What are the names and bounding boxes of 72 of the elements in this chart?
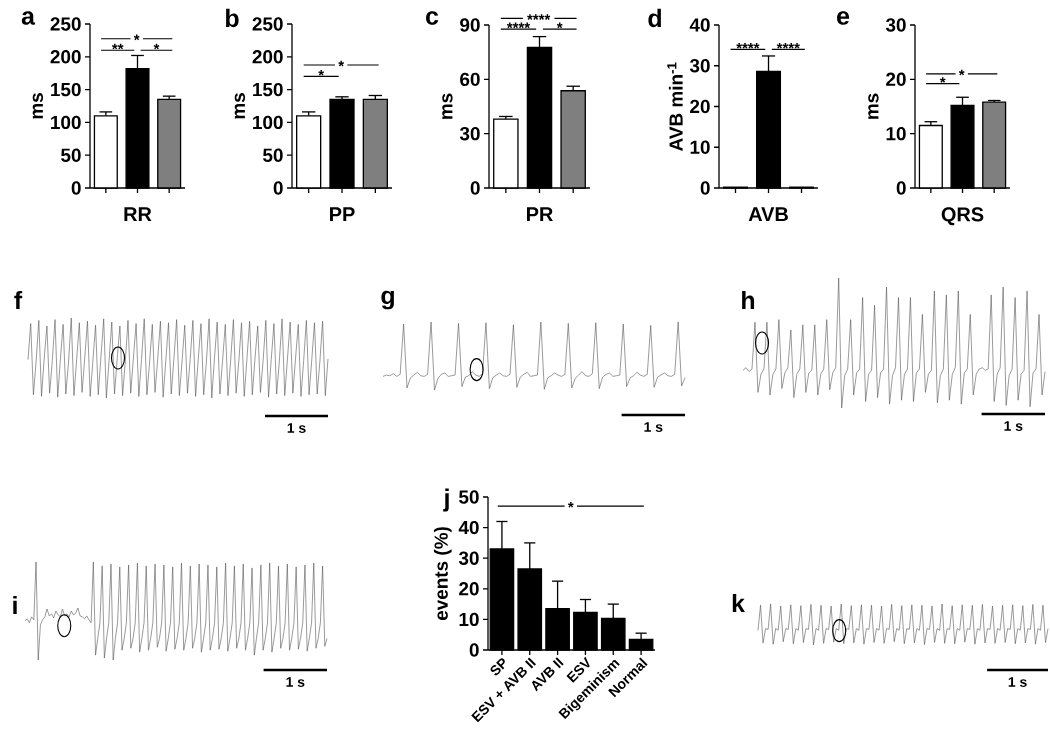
chart-title: a xyxy=(21,11,36,25)
text: 1 s xyxy=(1008,677,1027,687)
y-tick-label: 250 xyxy=(252,17,283,31)
y-tick-label: 200 xyxy=(252,50,283,64)
chart-title: d xyxy=(648,8,661,28)
chart-title: k xyxy=(732,593,745,613)
y-tick-label: 200 xyxy=(50,50,81,64)
annotation: * xyxy=(153,43,160,50)
x-tick-label: SP xyxy=(490,658,505,676)
x-axis-title: PP xyxy=(330,207,355,222)
y-tick-label: 30 xyxy=(459,126,480,141)
y-tick-label: 100 xyxy=(253,115,283,130)
y-tick-label: 20 xyxy=(886,72,906,87)
y-tick-label: 90 xyxy=(460,18,480,32)
chart-title: g xyxy=(381,290,394,310)
annotation: * xyxy=(567,502,574,508)
y-axis-title: ms xyxy=(32,93,44,119)
y-tick-label: 100 xyxy=(51,115,81,130)
y-tick-label: 0 xyxy=(469,643,479,657)
y-tick-label: 0 xyxy=(896,181,906,195)
y-tick-label: 0 xyxy=(273,181,283,195)
y-tick-label: 10 xyxy=(886,126,906,141)
y-tick-label: 150 xyxy=(51,82,81,97)
y-tick-label: 10 xyxy=(459,612,479,627)
y-tick-label: 20 xyxy=(690,99,710,114)
y-tick-label: 30 xyxy=(689,59,710,73)
y-tick-label: 0 xyxy=(71,181,81,195)
annotation: * xyxy=(338,60,345,67)
y-tick-label: 60 xyxy=(460,72,480,87)
y-tick-label: 0 xyxy=(470,181,480,195)
text: 1 s xyxy=(287,423,306,433)
y-axis-title: ms xyxy=(868,93,879,119)
y-tick-label: 20 xyxy=(459,582,479,596)
y-tick-label: 40 xyxy=(458,520,479,535)
chart-title: f xyxy=(14,290,23,310)
y-tick-label: 10 xyxy=(690,140,710,154)
y-axis-title: ms xyxy=(442,93,453,119)
y-tick-label: 0 xyxy=(700,181,710,195)
annotation: * xyxy=(958,69,965,76)
y-tick-label: 250 xyxy=(50,17,81,31)
chart-title: j xyxy=(443,488,449,512)
annotation: * xyxy=(556,22,563,29)
y-tick-label: 30 xyxy=(458,551,479,565)
text: i xyxy=(13,595,17,615)
annotation: * xyxy=(939,77,946,83)
y-tick-label: 50 xyxy=(263,148,283,162)
annotation: **** xyxy=(506,22,531,29)
y-tick-label: 30 xyxy=(885,18,906,32)
annotation: * xyxy=(318,69,325,76)
chart-title: b xyxy=(226,8,239,28)
annotation: * xyxy=(133,34,140,41)
text: 1 s xyxy=(644,422,663,432)
x-axis-title: AVB xyxy=(748,207,788,222)
y-tick-label: 50 xyxy=(459,490,479,504)
annotation: **** xyxy=(776,42,800,49)
y-tick-label: 150 xyxy=(253,82,283,97)
x-axis-title: RR xyxy=(124,207,152,222)
annotation: **** xyxy=(736,42,760,49)
y-tick-label: 50 xyxy=(61,148,81,162)
y-tick-label: 40 xyxy=(689,18,710,32)
chart-title: h xyxy=(742,290,755,310)
chart-title: c xyxy=(426,11,439,25)
text: 1 s xyxy=(1004,421,1023,431)
y-axis-title: AVB min$^{-1}$ xyxy=(667,62,683,151)
x-axis-title: PR xyxy=(526,207,553,222)
y-axis-title: ms xyxy=(234,93,246,119)
y-axis-title: events (%) xyxy=(433,527,452,621)
chart-title: e xyxy=(837,11,850,25)
x-axis-title: QRS xyxy=(941,207,984,226)
annotation: ** xyxy=(111,43,124,50)
text: **** xyxy=(527,14,551,20)
text: 1 s xyxy=(286,677,305,687)
